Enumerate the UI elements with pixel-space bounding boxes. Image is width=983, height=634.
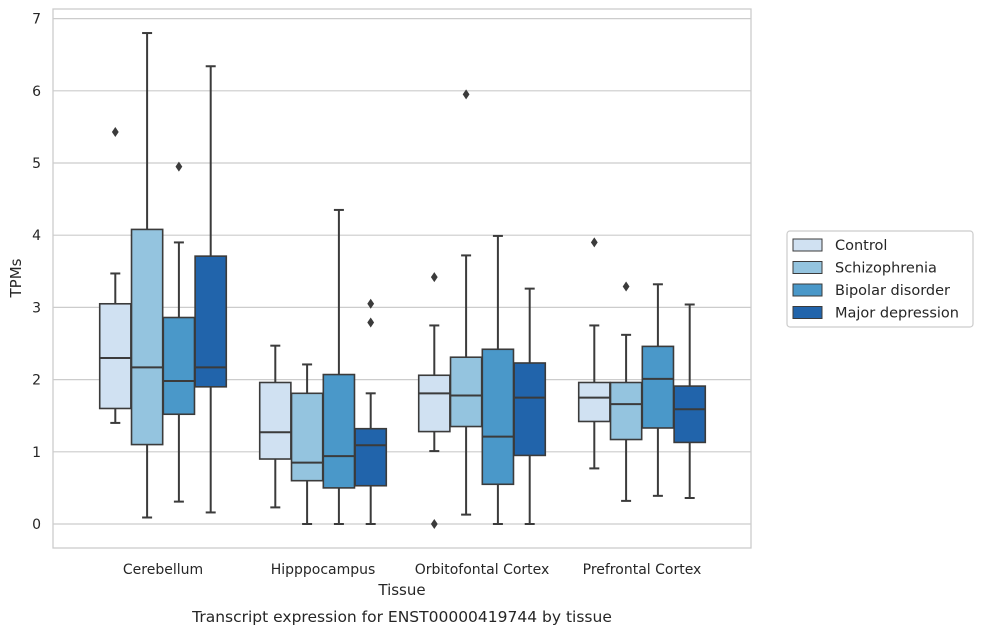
box-body [322,373,356,489]
y-tick-label: 6 [32,84,41,100]
box-schizophrenia [609,281,643,502]
box-body [354,427,388,487]
box-body [98,302,132,410]
box-body [481,348,515,486]
box-body [162,316,196,416]
box-body [194,255,228,388]
legend-swatch [792,238,823,252]
x-axis-title: Tissue [377,581,425,599]
x-tick-label: Cerebellum [123,562,203,578]
box-control [577,237,611,470]
legend-swatch [792,261,823,274]
y-tick-label: 4 [32,228,41,244]
box-control [258,344,292,509]
x-tick-label: Prefrontal Cortex [583,562,702,578]
box-major-depression [513,287,547,525]
outlier-point [111,126,119,137]
legend-label: Major depression [835,306,959,322]
outlier-point [175,161,183,172]
box-bipolar-disorder [162,161,196,503]
box-major-depression [673,303,707,500]
box-control [417,272,451,529]
box-schizophrenia [130,32,164,519]
box-body [641,345,675,429]
box-body [290,392,324,482]
box-body [609,381,643,441]
box-body [513,362,547,457]
legend-label: Schizophrenia [835,261,937,277]
box-major-depression [354,298,388,525]
axes: 0 1 2 3 4 5 6 7 Cerebellum Hipppocampus Orbitofont… [32,12,701,578]
box-body [449,356,483,428]
y-tick-label: 0 [32,517,41,533]
outlier-point [430,519,438,529]
outlier-point [622,281,630,292]
box-bipolar-disorder [322,208,356,525]
legend: Control Schizophrenia Bipolar disorder Majo… [786,230,974,328]
box-schizophrenia [449,89,483,516]
box-bipolar-disorder [641,283,675,497]
y-axis-title: TPMs [7,258,25,298]
chart-caption: Transcript expression for ENST0000041974… [191,608,612,626]
legend-label: Control [835,238,887,254]
box-body [417,374,451,433]
y-tick-label: 7 [32,12,41,28]
outlier-point [367,317,375,328]
legend-swatch [792,306,823,319]
x-tick-label: Hipppocampus [271,562,376,578]
legend-label: Bipolar disorder [835,283,950,299]
outlier-point [367,298,375,309]
box-bipolar-disorder [481,234,515,525]
legend-swatch [792,283,823,297]
box-schizophrenia [290,363,324,525]
y-tick-label: 1 [32,445,41,461]
box-major-depression [194,65,228,514]
legend-frame [786,230,974,328]
y-tick-label: 3 [32,300,41,316]
boxes [98,32,707,529]
outlier-point [430,272,438,283]
x-tick-label: Orbitofontal Cortex [415,562,550,578]
box-body [130,228,164,446]
y-tick-label: 5 [32,156,41,172]
plot-frame [52,8,752,549]
outlier-point [462,89,470,100]
box-control [98,126,132,424]
outlier-point [590,237,598,248]
box-body [577,381,611,423]
box-body [673,385,707,444]
y-tick-label: 2 [32,373,41,389]
box-body [258,381,292,460]
